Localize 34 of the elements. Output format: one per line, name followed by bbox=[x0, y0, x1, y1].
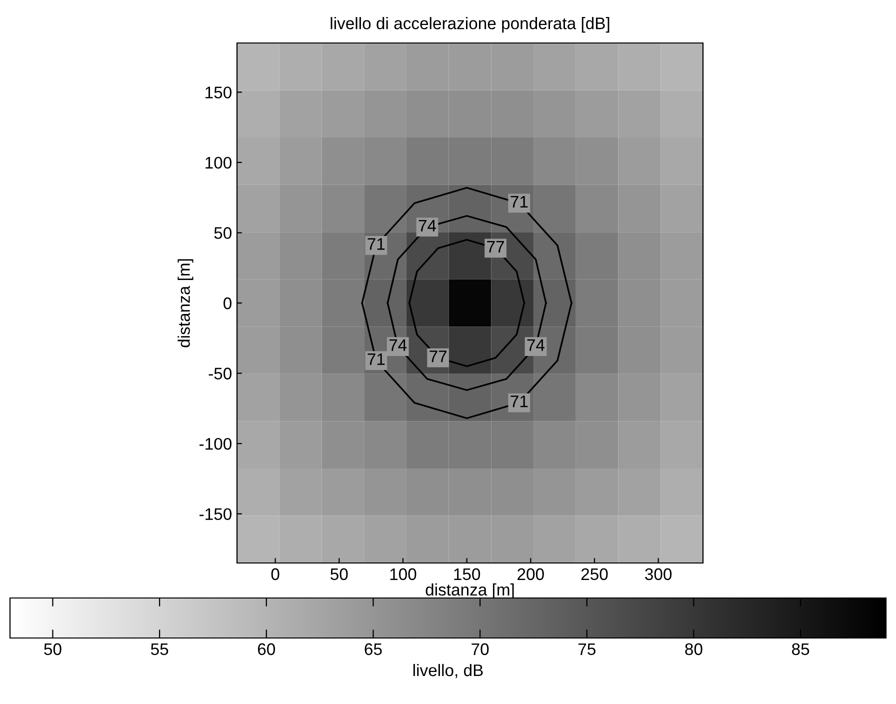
annotation: 74 bbox=[389, 339, 407, 351]
annotation: 71 bbox=[368, 238, 385, 250]
annotation: 77 bbox=[487, 241, 504, 252]
color-bar-label: 70 bbox=[472, 643, 489, 656]
annotation: 74 bbox=[527, 339, 545, 351]
y-tick-label: -100 bbox=[200, 438, 232, 450]
color-bar-label: 85 bbox=[792, 643, 810, 656]
chart-title: livello di accelerazione ponderata [dB] bbox=[330, 17, 610, 33]
y-tick-label: 0 bbox=[224, 297, 232, 310]
x-tick-label: 0 bbox=[271, 568, 280, 580]
y-tick-label: 50 bbox=[214, 227, 232, 239]
color-bar-label: 80 bbox=[685, 643, 702, 656]
annotation: 74 bbox=[418, 220, 436, 232]
annotation: 71 bbox=[510, 196, 528, 208]
x-tick-label: 100 bbox=[390, 568, 416, 580]
color-bar-title: livello, dB bbox=[413, 664, 483, 678]
y-axis-title: distanza [m] bbox=[178, 259, 194, 348]
y-tick-label: -50 bbox=[208, 368, 232, 380]
x-tick-label: 50 bbox=[330, 568, 348, 580]
color-bar-label: 65 bbox=[364, 643, 382, 656]
annotation: 71 bbox=[368, 353, 385, 365]
y-tick-label: 150 bbox=[206, 86, 232, 98]
color-bar-label: 75 bbox=[578, 643, 596, 656]
x-tick-label: 250 bbox=[581, 568, 608, 580]
color-bar-label: 55 bbox=[150, 643, 168, 656]
color-bar-label: 50 bbox=[44, 643, 62, 656]
color-bar-label: 60 bbox=[258, 643, 276, 656]
x-tick-label: 300 bbox=[645, 568, 672, 580]
y-tick-label: 100 bbox=[206, 156, 232, 169]
x-tick-label: 150 bbox=[454, 568, 480, 580]
annotation: 71 bbox=[510, 396, 528, 408]
annotation: 77 bbox=[430, 350, 447, 362]
x-tick-label: 200 bbox=[518, 568, 544, 580]
y-tick-label: -150 bbox=[200, 508, 232, 520]
